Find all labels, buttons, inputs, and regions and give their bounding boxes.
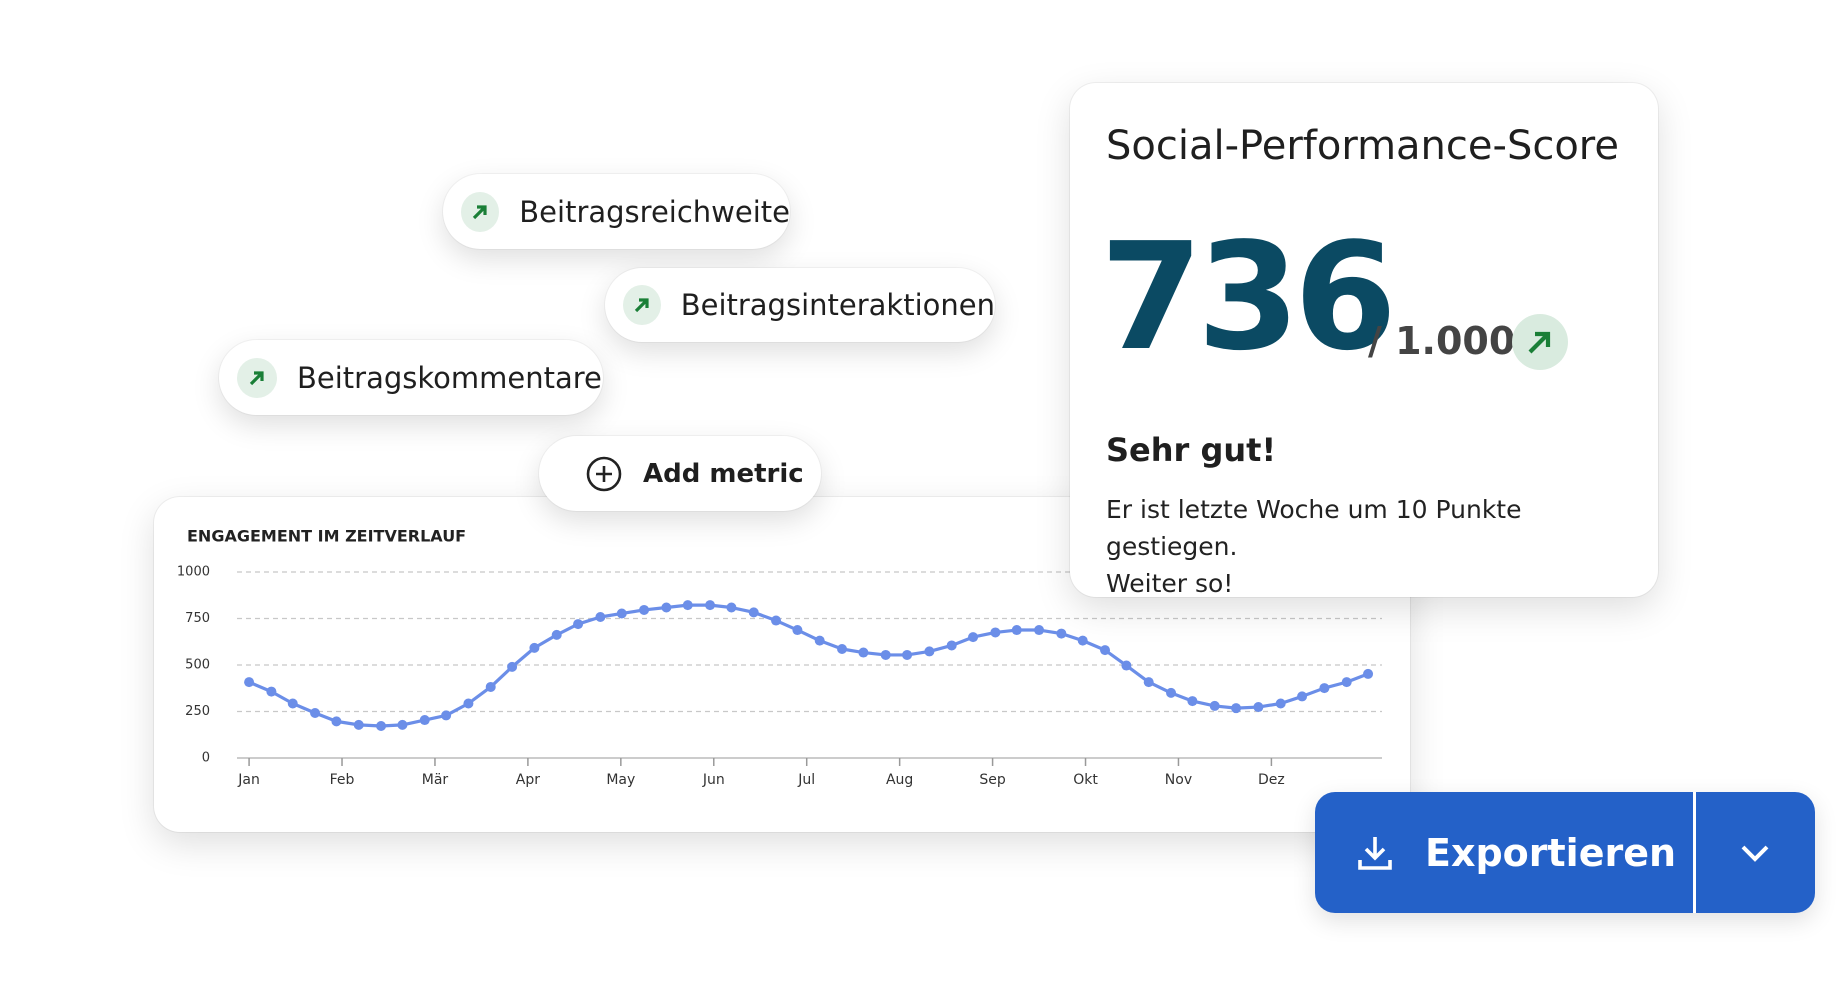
data-point (1319, 683, 1330, 694)
data-point (1121, 660, 1132, 671)
data-point (616, 608, 627, 619)
metric-pill[interactable]: Beitragskommentare (219, 340, 603, 415)
data-point (529, 642, 540, 653)
data-point (968, 632, 979, 643)
plus-icon (586, 456, 622, 491)
data-point (661, 602, 672, 613)
data-point (705, 600, 716, 611)
data-point (1056, 628, 1067, 639)
score-rating: Sehr gut! (1106, 431, 1277, 469)
data-point (837, 644, 848, 655)
data-point (310, 707, 321, 718)
data-point (682, 600, 693, 611)
metric-label: Beitragsinteraktionen (680, 288, 995, 322)
trend-icon (237, 357, 277, 398)
score-message: Er ist letzte Woche um 10 Punkte gestieg… (1106, 491, 1658, 602)
y-tick-label: 500 (185, 658, 210, 673)
x-tick-label: Mär (422, 772, 449, 788)
export-button[interactable]: Exportieren (1315, 792, 1815, 913)
data-point (419, 715, 430, 726)
metric-pill[interactable]: Beitragsinteraktionen (605, 268, 995, 342)
data-point (1297, 691, 1308, 702)
data-point (1011, 625, 1022, 636)
trend-icon (461, 191, 500, 232)
data-point (441, 710, 452, 721)
data-point (266, 686, 277, 697)
data-point (573, 619, 584, 630)
data-point (814, 635, 825, 646)
data-point (902, 649, 913, 660)
metric-label: Beitragsreichweite (519, 194, 790, 229)
data-point (1363, 668, 1374, 679)
data-point (353, 719, 364, 730)
data-point (287, 698, 298, 709)
y-tick-label: 0 (202, 751, 210, 766)
add-metric-button[interactable]: Add metric (539, 436, 821, 511)
trend-icon (623, 285, 661, 325)
y-tick-label: 750 (185, 611, 210, 626)
data-point (507, 661, 518, 672)
data-point (880, 649, 891, 660)
x-tick-label: Sep (979, 772, 1006, 788)
data-point (1253, 702, 1264, 713)
data-point (1077, 635, 1088, 646)
data-point (595, 612, 606, 623)
add-metric-label: Add metric (643, 458, 804, 489)
data-point (858, 647, 869, 658)
score-value: 736 (1100, 211, 1397, 383)
data-point (1341, 677, 1352, 688)
data-point (726, 602, 737, 613)
data-point (771, 615, 782, 626)
data-point (1034, 625, 1045, 636)
x-tick-label: Feb (330, 772, 355, 788)
score-max: / 1.000 (1368, 319, 1516, 363)
x-tick-label: Aug (886, 772, 913, 788)
export-label: Exportieren (1425, 830, 1677, 875)
y-tick-label: 250 (185, 704, 210, 719)
score-title: Social-Performance-Score (1106, 123, 1619, 169)
data-point (463, 698, 474, 709)
chart: ENGAGEMENT IM ZEITVERLAUF 0 250 500 750 1000… (177, 527, 1382, 788)
message-line: Er ist letzte Woche um 10 Punkte gestieg… (1106, 495, 1522, 561)
data-point (376, 721, 387, 732)
score-card: Social-Performance-Score 736 / 1.000 Seh… (1070, 83, 1658, 598)
data-point (1166, 687, 1177, 698)
chart-title: ENGAGEMENT IM ZEITVERLAUF (187, 527, 466, 546)
y-tick-label: 1000 (177, 565, 210, 580)
chevron[interactable] (1737, 836, 1773, 872)
data-point (397, 719, 408, 730)
data-point (1275, 698, 1286, 709)
data-line (248, 603, 1369, 728)
x-tick-label: Nov (1165, 772, 1192, 788)
x-tick-label: Jan (237, 772, 260, 788)
data-point (485, 681, 496, 692)
x-tick-label: Okt (1073, 772, 1098, 788)
message-line: Weiter so! (1106, 569, 1234, 598)
data-point (331, 716, 342, 727)
data-point (924, 646, 935, 657)
x-tick-label: Dez (1258, 772, 1285, 788)
metric-label: Beitragskommentare (297, 360, 602, 395)
data-point (639, 604, 650, 615)
x-tick-label: Jul (797, 772, 815, 788)
data-point (1100, 645, 1111, 656)
download-icon (1358, 836, 1392, 870)
x-tick-label: May (606, 772, 635, 788)
data-point (946, 640, 957, 651)
x-tick-label: Apr (516, 772, 540, 788)
data-point (792, 625, 803, 636)
trend-badge (1512, 314, 1568, 370)
data-point (1187, 696, 1198, 707)
data-point (551, 629, 562, 640)
divider (1693, 792, 1696, 913)
data-point (244, 677, 255, 688)
data-point (1143, 677, 1154, 688)
data-point (990, 627, 1001, 638)
data-point (748, 607, 759, 618)
data-point (1209, 700, 1220, 711)
x-tick-label: Jun (702, 772, 725, 788)
metric-pill[interactable]: Beitragsreichweite (443, 174, 790, 249)
data-point (1231, 703, 1242, 714)
